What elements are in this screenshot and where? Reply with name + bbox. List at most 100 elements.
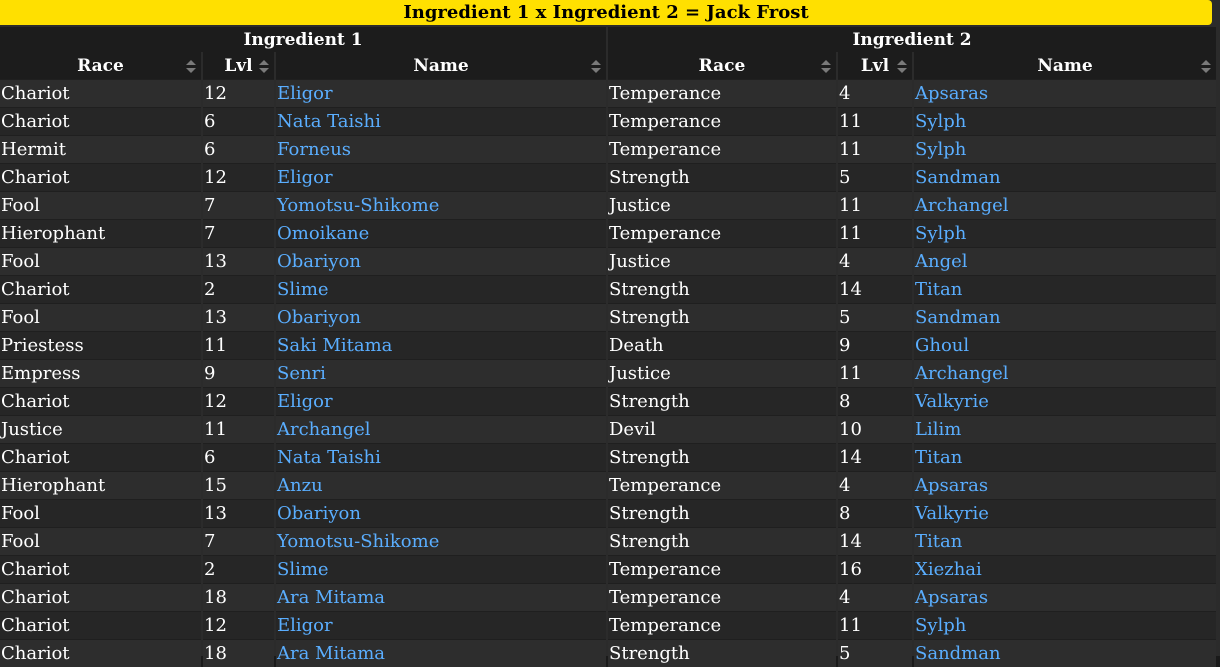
cell-race-2: Temperance [608, 135, 836, 163]
cell-name-2[interactable]: Sylph [914, 135, 1216, 163]
cell-name-2[interactable]: Apsaras [914, 79, 1216, 107]
cell-name-2[interactable]: Xiezhai [914, 555, 1216, 583]
cell-lvl-1: 12 [203, 163, 274, 191]
cell-lvl-2: 16 [838, 555, 912, 583]
cell-name-1[interactable]: Eligor [276, 611, 606, 639]
cell-name-2[interactable]: Sylph [914, 611, 1216, 639]
cell-race-1: Chariot [0, 555, 201, 583]
cell-name-1[interactable]: Senri [276, 359, 606, 387]
column-header-name-2[interactable]: Name [914, 52, 1216, 79]
cell-name-2[interactable]: Valkyrie [914, 387, 1216, 415]
cell-race-1: Chariot [0, 583, 201, 611]
cell-name-2[interactable]: Sandman [914, 303, 1216, 331]
cell-name-2[interactable]: Archangel [914, 191, 1216, 219]
cell-name-1[interactable]: Archangel [276, 415, 606, 443]
table-row: Chariot 12 Eligor Strength 8 Valkyrie [0, 387, 1216, 415]
cell-name-2[interactable]: Apsaras [914, 583, 1216, 611]
table-row: Chariot 18 Ara Mitama Strength 5 Sandman [0, 639, 1216, 667]
cell-lvl-1: 12 [203, 387, 274, 415]
cell-name-1[interactable]: Slime [276, 555, 606, 583]
cell-lvl-2: 5 [838, 303, 912, 331]
cell-race-1: Chariot [0, 79, 201, 107]
cell-race-1: Hierophant [0, 219, 201, 247]
cell-name-1[interactable]: Yomotsu-Shikome [276, 527, 606, 555]
cell-name-2[interactable]: Titan [914, 275, 1216, 303]
sort-icon[interactable] [821, 60, 831, 74]
cell-name-1[interactable]: Obariyon [276, 247, 606, 275]
cell-name-1[interactable]: Obariyon [276, 499, 606, 527]
table-row: Chariot 2 Slime Temperance 16 Xiezhai [0, 555, 1216, 583]
sort-icon[interactable] [259, 60, 269, 74]
cell-lvl-2: 8 [838, 499, 912, 527]
cell-race-1: Chariot [0, 443, 201, 471]
cell-race-1: Fool [0, 303, 201, 331]
cell-race-1: Chariot [0, 163, 201, 191]
cell-race-2: Justice [608, 191, 836, 219]
column-header-lvl-1[interactable]: Lvl [203, 52, 274, 79]
cell-lvl-1: 13 [203, 247, 274, 275]
cell-name-2[interactable]: Lilim [914, 415, 1216, 443]
cell-name-2[interactable]: Titan [914, 443, 1216, 471]
sort-icon[interactable] [897, 60, 907, 74]
group-header-ingredient-2: Ingredient 2 [608, 27, 1216, 52]
cell-name-2[interactable]: Sylph [914, 219, 1216, 247]
cell-name-1[interactable]: Forneus [276, 135, 606, 163]
cell-race-2: Justice [608, 247, 836, 275]
cell-name-2[interactable]: Titan [914, 527, 1216, 555]
cell-race-1: Justice [0, 415, 201, 443]
cell-lvl-2: 14 [838, 527, 912, 555]
cell-race-1: Hierophant [0, 471, 201, 499]
cell-name-1[interactable]: Ara Mitama [276, 639, 606, 667]
cell-name-2[interactable]: Sylph [914, 107, 1216, 135]
cell-race-1: Fool [0, 499, 201, 527]
cell-name-2[interactable]: Archangel [914, 359, 1216, 387]
cell-name-1[interactable]: Slime [276, 275, 606, 303]
sort-icon[interactable] [591, 60, 601, 74]
table-row: Fool 13 Obariyon Strength 8 Valkyrie [0, 499, 1216, 527]
cell-name-1[interactable]: Saki Mitama [276, 331, 606, 359]
cell-race-1: Fool [0, 247, 201, 275]
cell-lvl-2: 11 [838, 107, 912, 135]
fusion-table: Ingredient 1 Ingredient 2 Race Lvl Name … [0, 27, 1218, 667]
cell-lvl-2: 4 [838, 471, 912, 499]
cell-name-1[interactable]: Eligor [276, 79, 606, 107]
cell-name-2[interactable]: Sandman [914, 639, 1216, 667]
cell-name-1[interactable]: Omoikane [276, 219, 606, 247]
cell-name-1[interactable]: Anzu [276, 471, 606, 499]
cell-lvl-1: 13 [203, 303, 274, 331]
cell-race-2: Strength [608, 527, 836, 555]
cell-name-1[interactable]: Nata Taishi [276, 443, 606, 471]
cell-race-2: Strength [608, 499, 836, 527]
cell-race-2: Devil [608, 415, 836, 443]
column-header-race-2[interactable]: Race [608, 52, 836, 79]
cell-name-2[interactable]: Apsaras [914, 471, 1216, 499]
cell-name-1[interactable]: Ara Mitama [276, 583, 606, 611]
sort-icon[interactable] [186, 60, 196, 74]
column-label: Lvl [860, 55, 890, 76]
cell-name-1[interactable]: Eligor [276, 387, 606, 415]
cell-race-1: Chariot [0, 107, 201, 135]
cell-name-2[interactable]: Angel [914, 247, 1216, 275]
table-row: Empress 9 Senri Justice 11 Archangel [0, 359, 1216, 387]
cell-race-1: Fool [0, 527, 201, 555]
cell-lvl-2: 4 [838, 583, 912, 611]
column-label: Name [1037, 55, 1093, 76]
cell-name-1[interactable]: Eligor [276, 163, 606, 191]
column-header-lvl-2[interactable]: Lvl [838, 52, 912, 79]
cell-lvl-1: 12 [203, 611, 274, 639]
column-header-name-1[interactable]: Name [276, 52, 606, 79]
column-label: Lvl [224, 55, 253, 76]
table-row: Chariot 2 Slime Strength 14 Titan [0, 275, 1216, 303]
cell-lvl-1: 7 [203, 191, 274, 219]
sort-icon[interactable] [1201, 60, 1211, 74]
cell-name-2[interactable]: Valkyrie [914, 499, 1216, 527]
cell-name-2[interactable]: Sandman [914, 163, 1216, 191]
cell-name-1[interactable]: Obariyon [276, 303, 606, 331]
cell-lvl-1: 13 [203, 499, 274, 527]
cell-name-1[interactable]: Yomotsu-Shikome [276, 191, 606, 219]
cell-name-2[interactable]: Ghoul [914, 331, 1216, 359]
cell-name-1[interactable]: Nata Taishi [276, 107, 606, 135]
column-header-race-1[interactable]: Race [0, 52, 201, 79]
cell-lvl-2: 14 [838, 443, 912, 471]
